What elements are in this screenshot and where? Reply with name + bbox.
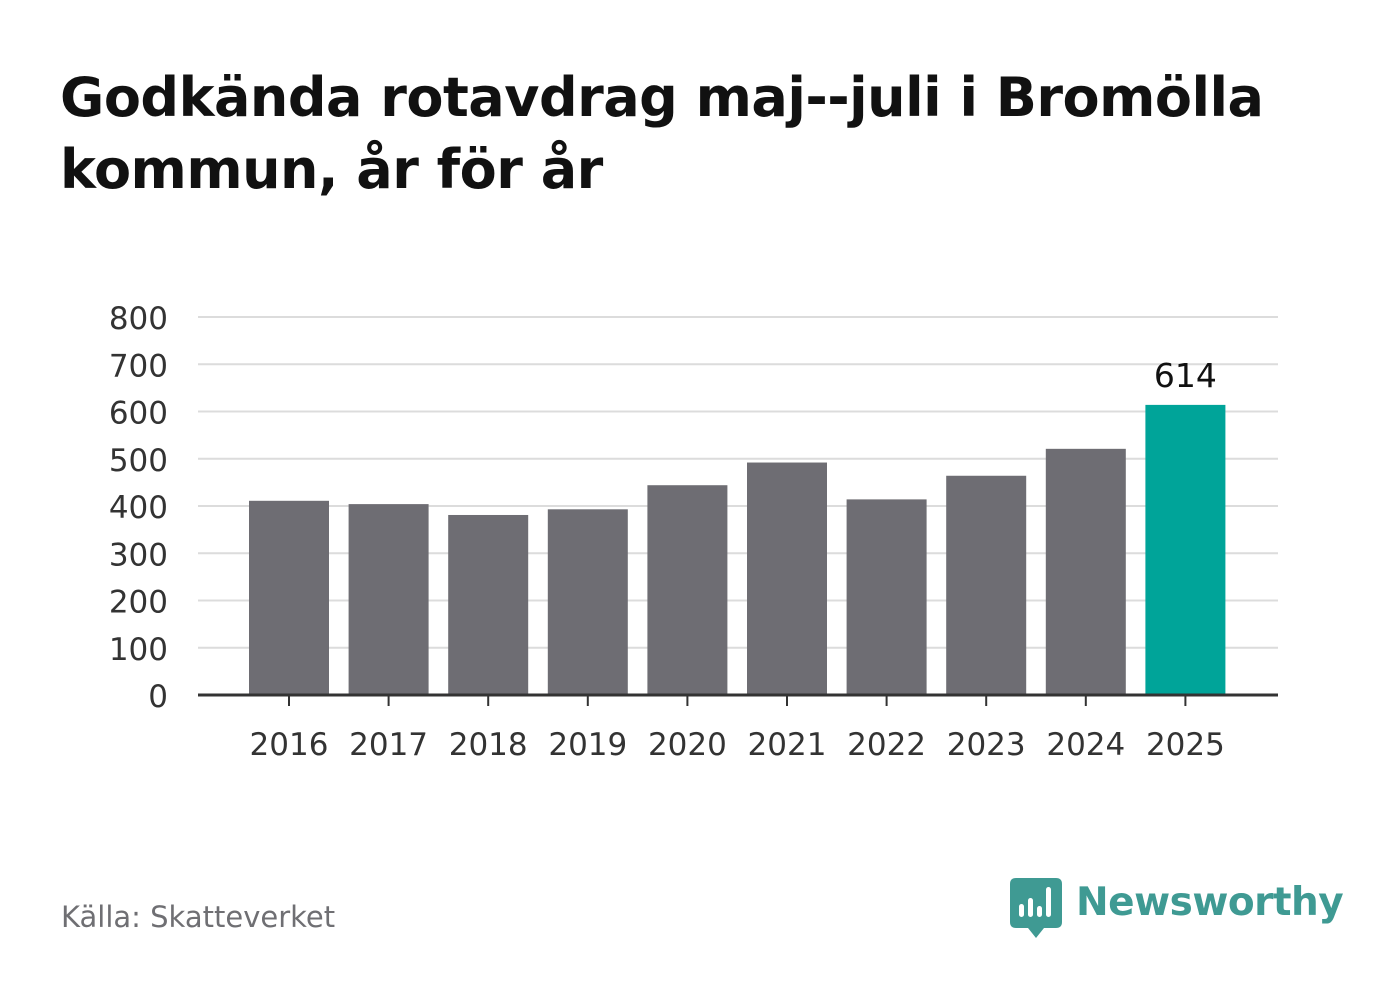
bar-2020: [647, 485, 728, 695]
bar-2018: [448, 514, 529, 695]
labels: 0 100 200 300 400 500 600 700 800 2016 2017 2018 201…: [109, 301, 1225, 763]
x-tick-label: 2025: [1146, 727, 1225, 763]
bars: [249, 404, 1226, 695]
y-tick-label: 100: [109, 632, 168, 668]
bar-2025: [1145, 404, 1226, 695]
x-tick-label: 2021: [748, 727, 827, 763]
y-tick-label: 600: [109, 396, 168, 432]
y-tick-label: 300: [109, 537, 168, 573]
source-note: Källa: Skatteverket: [61, 900, 336, 934]
bar-2024: [1045, 448, 1126, 695]
brand-logo: Newsworthy: [1010, 878, 1344, 940]
newsworthy-logo-icon: [1010, 878, 1062, 938]
bar-2016: [249, 500, 329, 695]
y-tick-label: 800: [109, 301, 168, 337]
y-tick-label: 200: [109, 585, 168, 621]
chart-title: Godkända rotavdrag maj--juli i Bromölla …: [60, 66, 1264, 201]
x-tick-label: 2017: [349, 727, 428, 763]
brand-name: Newsworthy: [1076, 880, 1344, 925]
bar-2023: [946, 475, 1027, 695]
data-label: 614: [1154, 356, 1217, 395]
axes: [198, 693, 1278, 706]
x-tick-label: 2020: [648, 727, 727, 763]
bar-2022: [846, 499, 927, 695]
x-tick-label: 2024: [1046, 727, 1125, 763]
y-tick-label: 400: [109, 490, 168, 526]
x-tick-label: 2016: [250, 727, 329, 763]
bar-2017: [348, 504, 429, 695]
x-tick-label: 2023: [947, 727, 1026, 763]
bar-2021: [747, 462, 827, 695]
x-tick-label: 2022: [847, 727, 926, 763]
y-tick-label: 700: [109, 348, 168, 384]
y-tick-label: 500: [109, 443, 168, 479]
y-tick-label: 0: [148, 679, 168, 715]
x-tick-label: 2019: [548, 727, 627, 763]
bar-2019: [547, 509, 628, 695]
x-tick-label: 2018: [449, 727, 528, 763]
